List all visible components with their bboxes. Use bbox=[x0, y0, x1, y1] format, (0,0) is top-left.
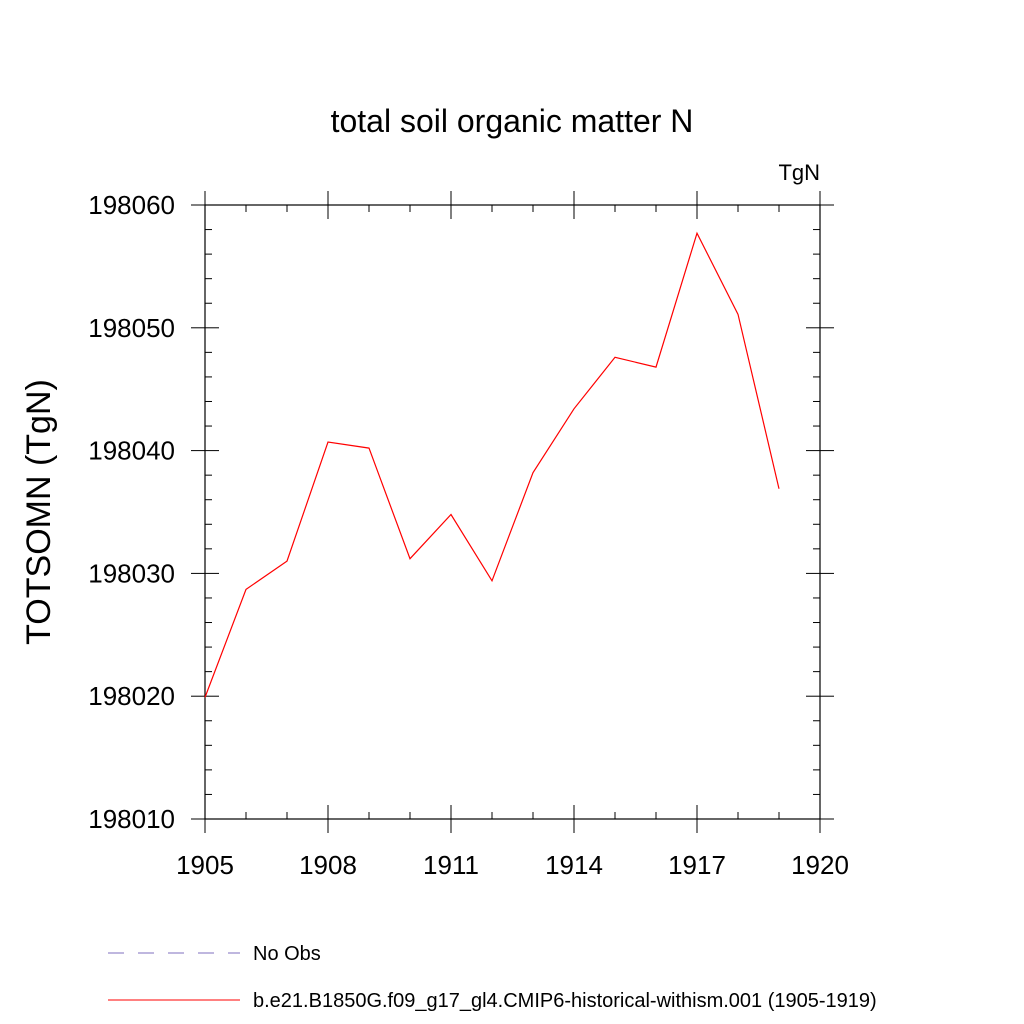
x-tick-label: 1914 bbox=[545, 850, 603, 880]
y-tick-label: 198010 bbox=[88, 804, 175, 834]
y-tick-label: 198060 bbox=[88, 190, 175, 220]
legend: No Obs b.e21.B1850G.f09_g17_gl4.CMIP6-his… bbox=[108, 943, 877, 1012]
axis-ticks bbox=[191, 191, 834, 833]
x-tick-label: 1911 bbox=[423, 850, 479, 880]
x-tick-label: 1908 bbox=[299, 850, 357, 880]
legend-label-0: No Obs bbox=[253, 943, 321, 965]
y-axis-label: TOTSOMN (TgN) bbox=[20, 379, 58, 645]
y-tick-label: 198050 bbox=[88, 313, 175, 343]
series-lines bbox=[204, 231, 780, 698]
plot-frame bbox=[204, 204, 821, 820]
x-tick-label: 1917 bbox=[668, 850, 726, 880]
units-label: TgN bbox=[778, 160, 820, 185]
y-tick-label: 198030 bbox=[88, 558, 175, 588]
series-line-1 bbox=[204, 231, 780, 698]
legend-label-1: b.e21.B1850G.f09_g17_gl4.CMIP6-historica… bbox=[253, 990, 877, 1012]
y-tick-label: 198020 bbox=[88, 681, 175, 711]
axis-tick-labels: 1905 1908 1911 1914 1917 1920 198010 198020 1980… bbox=[88, 190, 849, 880]
chart-title: total soil organic matter N bbox=[331, 103, 694, 139]
x-tick-label: 1920 bbox=[791, 850, 849, 880]
y-tick-label: 198040 bbox=[88, 436, 175, 466]
x-tick-label: 1905 bbox=[176, 850, 234, 880]
